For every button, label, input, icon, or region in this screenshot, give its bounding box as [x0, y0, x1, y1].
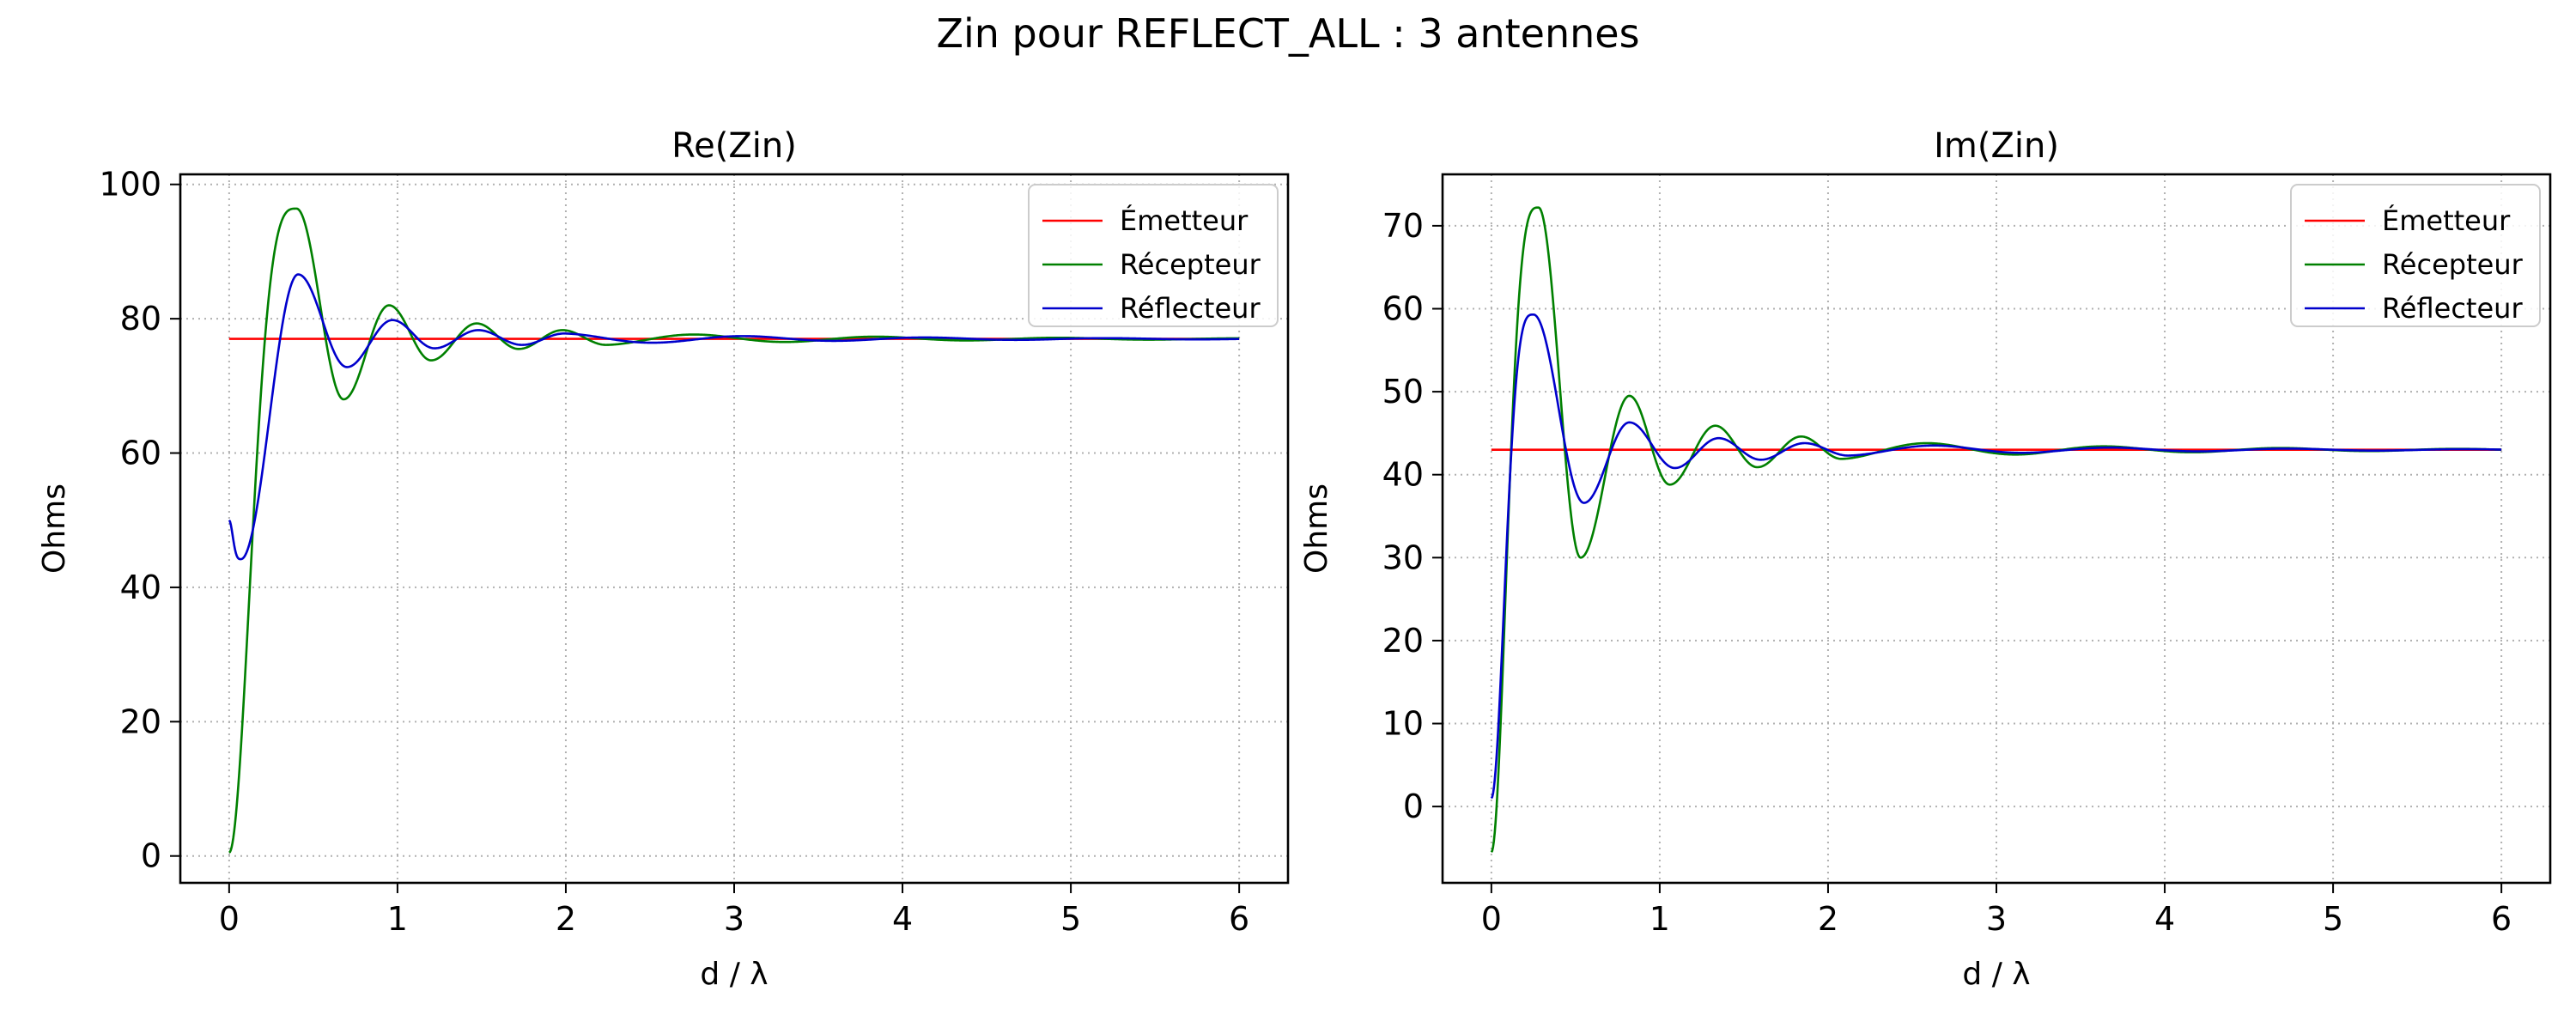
- y-tick-label: 70: [1382, 207, 1424, 245]
- y-tick-label: 30: [1382, 538, 1424, 576]
- subplot-title: Im(Zin): [1934, 126, 2059, 166]
- x-tick-label: 0: [1481, 900, 1502, 938]
- subplot-title: Re(Zin): [671, 126, 797, 166]
- x-tick-label: 3: [1986, 900, 2007, 938]
- x-tick-label: 4: [892, 900, 913, 938]
- legend: Émetteur Récepteur Réflecteur: [2290, 184, 2541, 327]
- y-tick-label: 40: [120, 569, 161, 606]
- y-tick-label: 50: [1382, 373, 1424, 411]
- y-tick-label: 100: [99, 166, 161, 204]
- legend-label: Émetteur: [2382, 204, 2511, 237]
- legend-label: Émetteur: [1120, 204, 1249, 237]
- y-axis-label: Ohms: [37, 484, 72, 574]
- x-tick-label: 0: [219, 900, 240, 938]
- x-tick-label: 2: [1818, 900, 1838, 938]
- x-axis-label: d / λ: [1962, 957, 2030, 992]
- series-line-Réflecteur: [228, 273, 1240, 561]
- x-tick-label: 1: [387, 900, 408, 938]
- y-tick-label: 0: [1403, 788, 1424, 825]
- y-tick-label: 60: [120, 435, 161, 472]
- legend-label: Réflecteur: [1120, 292, 1261, 325]
- y-tick-label: 20: [120, 703, 161, 740]
- x-tick-label: 2: [556, 900, 576, 938]
- x-tick-label: 5: [1060, 900, 1081, 938]
- y-tick-label: 60: [1382, 289, 1424, 327]
- x-tick-label: 6: [1229, 900, 1249, 938]
- plot-lines: [228, 207, 1240, 854]
- legend-label: Réflecteur: [2382, 292, 2523, 325]
- y-axis-label: Ohms: [1299, 484, 1334, 574]
- y-tick-label: 0: [141, 837, 161, 875]
- legend-label: Récepteur: [2382, 248, 2524, 281]
- y-tick-label: 10: [1382, 705, 1424, 743]
- plot-lines: [1490, 206, 2502, 853]
- x-tick-label: 5: [2323, 900, 2343, 938]
- x-axis-label: d / λ: [700, 957, 768, 992]
- series-line-Réflecteur: [1490, 313, 2502, 800]
- x-tick-label: 3: [724, 900, 744, 938]
- y-tick-label: 80: [120, 300, 161, 338]
- legend-label: Récepteur: [1120, 248, 1261, 281]
- x-tick-label: 4: [2154, 900, 2175, 938]
- y-tick-label: 40: [1382, 456, 1424, 494]
- figure-title: Zin pour REFLECT_ALL : 3 antennes: [936, 10, 1640, 57]
- y-tick-label: 20: [1382, 622, 1424, 660]
- legend: Émetteur Récepteur Réflecteur: [1028, 184, 1279, 327]
- x-tick-label: 1: [1649, 900, 1670, 938]
- x-tick-label: 6: [2491, 900, 2512, 938]
